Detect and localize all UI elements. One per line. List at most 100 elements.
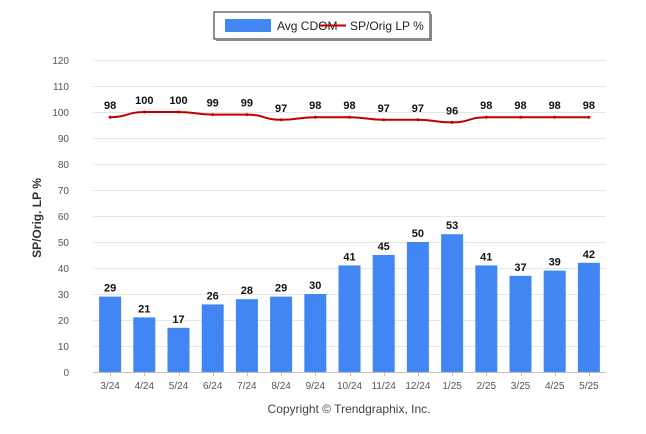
x-tick-label: 12/24	[405, 381, 430, 392]
line-value-label: 96	[446, 105, 458, 117]
x-tick-label: 5/24	[169, 381, 189, 392]
bar	[543, 270, 566, 372]
line-value-label: 98	[514, 100, 526, 112]
line-point	[587, 115, 591, 119]
bar	[167, 327, 190, 372]
y-tick-label: 120	[52, 56, 69, 67]
y-axis-title: SP/Orig. LP %	[30, 178, 44, 258]
y-tick-label: 70	[58, 186, 70, 197]
line-point	[553, 115, 557, 119]
x-tick-label: 9/24	[306, 381, 326, 392]
bar	[509, 275, 532, 372]
y-tick-label: 0	[63, 368, 69, 379]
legend: Avg CDOM SP/Orig LP %	[213, 11, 432, 41]
line-point	[450, 120, 454, 124]
copyright-credit: Copyright © Trendgraphix, Inc.	[268, 402, 431, 416]
x-tick-label: 4/25	[545, 381, 565, 392]
line-value-label: 97	[378, 103, 390, 115]
bar-value-label: 45	[378, 241, 390, 253]
line-point	[211, 113, 215, 117]
y-tick-label: 10	[58, 342, 70, 353]
bar	[406, 242, 429, 372]
bar-series	[99, 234, 600, 372]
bar	[201, 304, 224, 372]
line-point	[519, 115, 522, 119]
bar	[441, 234, 464, 372]
bar	[99, 296, 122, 372]
bar-value-label: 26	[207, 290, 219, 302]
x-tick-label: 3/24	[100, 381, 120, 392]
y-tick-label: 20	[58, 316, 70, 327]
x-tick-label: 5/25	[579, 381, 599, 392]
bar-value-label: 41	[343, 251, 355, 263]
line-series	[108, 110, 591, 124]
line-value-label: 100	[135, 95, 153, 107]
bar	[338, 265, 361, 372]
line-value-label: 98	[583, 100, 595, 112]
x-tick-label: 2/25	[477, 381, 497, 392]
y-tick-label: 50	[58, 238, 70, 249]
line-value-label: 98	[104, 100, 116, 112]
line-point	[245, 113, 249, 117]
bar-value-label: 29	[104, 283, 116, 295]
x-tick-label: 11/24	[372, 381, 397, 392]
y-tick-label: 100	[52, 108, 69, 119]
x-tick-label: 8/24	[271, 381, 291, 392]
line-point	[382, 118, 386, 122]
bar-value-label: 21	[138, 303, 150, 315]
bar	[372, 255, 395, 372]
bar	[475, 265, 498, 372]
line-value-label: 98	[480, 100, 492, 112]
y-tick-label: 30	[58, 290, 70, 301]
line-value-label: 98	[309, 100, 321, 112]
x-tick-label: 3/25	[511, 381, 531, 392]
line-value-label: 100	[169, 95, 187, 107]
legend-label-sp-orig-lp: SP/Orig LP %	[350, 19, 424, 33]
y-axis-ticks: 0 10 20 30 40 50 60 70 80 90 100 110 120	[52, 56, 69, 379]
bar-value-label: 37	[514, 262, 526, 274]
bar-value-label: 41	[480, 251, 492, 263]
bar-value-label: 29	[275, 283, 287, 295]
bar-value-label: 42	[583, 249, 595, 261]
y-tick-label: 60	[58, 212, 70, 223]
bar-value-label: 28	[241, 285, 253, 297]
bar	[133, 317, 156, 372]
bar-value-label: 17	[172, 314, 184, 326]
y-tick-label: 90	[58, 134, 70, 145]
bar-value-label: 50	[412, 228, 424, 240]
bar-value-label: 53	[446, 220, 458, 232]
line-value-label: 98	[549, 100, 561, 112]
line-point	[279, 118, 283, 122]
x-tick-label: 10/24	[337, 381, 362, 392]
bar-data-labels: 29 21 17 26 28 29 30 41 45 50 53 41 37 39 42	[104, 220, 595, 326]
bar-value-label: 39	[549, 257, 561, 269]
x-tick-label: 6/24	[203, 381, 223, 392]
line-data-labels: 98 100 100 99 99 97 98 98 97 97 96 98 98 98 98	[104, 95, 595, 117]
y-tick-label: 40	[58, 264, 70, 275]
x-tick-label: 1/25	[442, 381, 462, 392]
line-point	[416, 118, 420, 122]
bar	[304, 294, 327, 372]
x-axis-ticks: 3/24 4/24 5/24 6/24 7/24 8/24 9/24 10/24 11/24 12…	[100, 372, 599, 392]
bar	[235, 299, 258, 372]
line-value-label: 99	[207, 98, 219, 110]
bar	[577, 262, 600, 372]
line-point	[313, 115, 317, 119]
bar	[270, 296, 293, 372]
x-tick-label: 4/24	[135, 381, 155, 392]
line-value-label: 99	[241, 98, 253, 110]
bar-value-label: 30	[309, 280, 321, 292]
line-point	[108, 115, 112, 119]
line-point	[177, 110, 180, 114]
line-value-label: 97	[412, 103, 424, 115]
x-tick-label: 7/24	[237, 381, 257, 392]
y-tick-label: 80	[58, 160, 70, 171]
legend-label-avg-cdom: Avg CDOM	[277, 19, 337, 33]
line-point	[142, 110, 146, 114]
line-value-label: 97	[275, 103, 287, 115]
y-tick-label: 110	[53, 82, 69, 93]
line-point	[348, 115, 351, 119]
line-value-label: 98	[343, 100, 355, 112]
legend-swatch-avg-cdom	[225, 19, 271, 32]
